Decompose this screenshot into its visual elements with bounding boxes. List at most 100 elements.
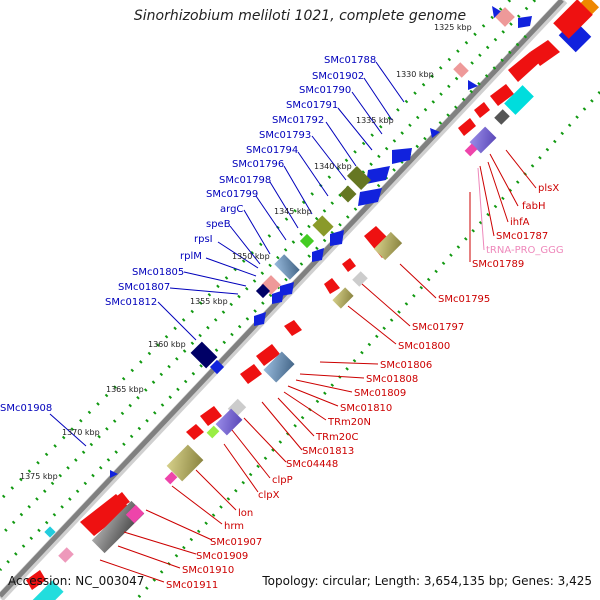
tick-line-inner (134, 90, 600, 600)
gene-label: SMc01792 (272, 115, 324, 126)
gene-feature (490, 84, 514, 106)
leader-line (277, 397, 315, 437)
gene-label: speB (206, 219, 231, 230)
tick-label: 1350 kbp (232, 252, 270, 261)
tick-label: 1330 kbp (396, 70, 434, 79)
gene-feature (110, 470, 118, 478)
gene-label: SMc01790 (299, 85, 351, 96)
leader-line (195, 469, 237, 511)
gene-feature (32, 580, 64, 600)
gene-feature (200, 406, 222, 426)
gene-feature (299, 233, 315, 249)
leader-line (123, 531, 197, 555)
gene-feature (504, 85, 534, 115)
gene-label: SMc01800 (398, 341, 450, 352)
gene-feature (430, 128, 440, 138)
leader-line (183, 271, 247, 287)
gene-feature (186, 424, 204, 440)
gene-label: clpX (258, 490, 280, 501)
leader-line (487, 161, 509, 223)
gene-feature (190, 341, 218, 369)
gene-feature (254, 312, 266, 326)
leader-line (297, 151, 329, 197)
leader-line (399, 263, 437, 299)
gene-label: SMc01806 (380, 360, 432, 371)
gene-label: hrm (224, 521, 244, 532)
gene-feature (392, 148, 412, 164)
label-leader-lines (49, 61, 537, 583)
gene-feature (332, 287, 354, 309)
leader-line (361, 283, 411, 327)
gene-label: argC (220, 204, 243, 215)
leader-line (99, 559, 165, 583)
gene-feature (215, 408, 243, 436)
gene-feature (464, 143, 478, 157)
gene-feature (468, 80, 478, 90)
leader-line (325, 121, 357, 167)
tick-labels: 1325 kbp 1330 kbp 1335 kbp 1340 kbp 1345… (20, 23, 472, 481)
gene-feature (58, 547, 74, 563)
topology-text: Topology: circular; Length: 3,654,135 bp… (262, 574, 592, 588)
leader-line (229, 225, 261, 265)
gene-feature (80, 494, 130, 536)
gene-feature (469, 126, 497, 154)
leader-line (49, 413, 87, 447)
reverse-strand-genes (110, 6, 532, 478)
leader-line (223, 443, 259, 493)
gene-label: SMc04448 (286, 459, 338, 470)
gene-label: tRNA-PRO_GGG (486, 245, 564, 256)
gene-label: SMc01787 (496, 231, 548, 242)
leader-line (311, 135, 347, 181)
tick-label: 1335 kbp (356, 116, 394, 125)
leader-line (347, 305, 397, 345)
leader-line (261, 401, 303, 451)
forward-gene-labels: plsX fabH ihfA SMc01787 tRNA-PRO_GGG SMc… (166, 183, 564, 591)
leader-line (169, 287, 239, 295)
leader-line (299, 373, 365, 379)
tick-line-outer (0, 0, 537, 538)
leader-line (363, 77, 393, 121)
gene-label: SMc01810 (340, 403, 392, 414)
gene-label: SMc01796 (232, 159, 284, 170)
leader-line (217, 241, 259, 269)
gene-feature (494, 109, 510, 125)
gene-label: SMc01910 (182, 565, 234, 576)
leader-line (283, 391, 327, 421)
leader-line (287, 385, 339, 407)
gene-label: clpP (272, 475, 293, 486)
gene-feature (166, 444, 204, 482)
gene-feature (492, 6, 502, 18)
gene-label: SMc01908 (0, 403, 52, 414)
gene-feature (164, 471, 178, 485)
leader-line (117, 545, 181, 569)
gene-feature (125, 504, 145, 524)
leader-line (337, 107, 373, 151)
gene-feature (255, 283, 271, 299)
reverse-gene-labels: SMc01788 SMc01902 SMc01790 SMc01791 SMc0… (0, 55, 376, 414)
gene-label: SMc01911 (166, 580, 218, 591)
gene-label: SMc01909 (196, 551, 248, 562)
gene-label: SMc01808 (366, 374, 418, 385)
gene-feature (508, 52, 540, 82)
gene-label: SMc01794 (246, 145, 298, 156)
leader-line (157, 301, 197, 341)
gene-feature (44, 526, 56, 538)
leader-line (477, 167, 485, 251)
gene-feature (553, 0, 593, 39)
gene-label: SMc01907 (210, 537, 262, 548)
gene-label: SMc01902 (312, 71, 364, 82)
leader-line (479, 165, 495, 237)
gene-feature (530, 40, 560, 66)
tick-label: 1360 kbp (148, 340, 186, 349)
forward-strand-genes (26, 40, 560, 590)
gene-feature (312, 248, 324, 262)
map-title: Sinorhizobium meliloti 1021, complete ge… (133, 8, 467, 24)
leader-line (295, 379, 353, 393)
gene-label: rplM (180, 251, 202, 262)
leader-line (243, 209, 271, 255)
leader-line (351, 91, 383, 135)
gene-label: fabH (522, 201, 546, 212)
gene-feature (274, 254, 300, 280)
gene-feature (366, 166, 390, 184)
gene-feature (373, 231, 403, 261)
